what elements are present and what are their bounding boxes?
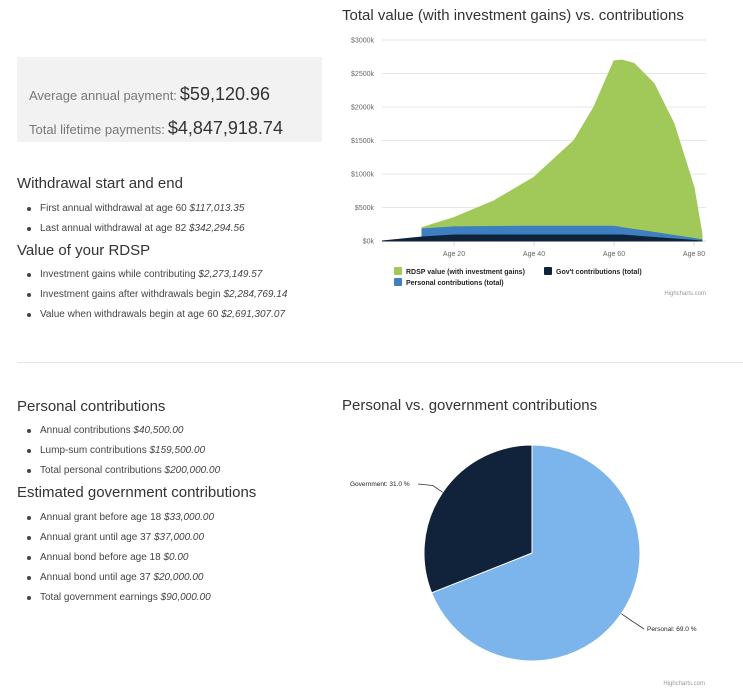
item-value: $117,013.35: [189, 203, 245, 214]
y-tick-label: $2000k: [351, 105, 374, 112]
y-tick-label: $500k: [355, 205, 375, 212]
item-label: Value when withdrawals begin at age 60: [40, 309, 219, 320]
pie-label-connector: [417, 483, 443, 493]
item-value: $2,273,149.57: [198, 269, 263, 280]
average-payment-label: Average annual payment:: [29, 88, 177, 103]
contributions-pie-chart: Personal: 69.0 % Government: 31.0 % Highch…: [350, 444, 705, 687]
item-value: $90,000.00: [160, 592, 211, 603]
series-area: [421, 59, 703, 242]
y-tick-label: $1500k: [351, 138, 374, 145]
value-area-chart: $0k $500k $1000k $1500k $2000k $2500k $3000k Ag…: [351, 38, 706, 297]
x-tick-label: Age 60: [603, 251, 625, 258]
item-label: Annual grant before age 18: [40, 512, 162, 523]
total-payments-value: $4,847,918.74: [167, 118, 283, 138]
pie-data-label: Personal: 69.0 %: [647, 626, 697, 633]
list-item: Annual grant until age 37 $37,000.00: [17, 528, 214, 548]
item-label: First annual withdrawal at age 60: [40, 203, 187, 214]
chart-credit: Highcharts.com: [664, 291, 706, 297]
list-item: Investment gains after withdrawals begin…: [17, 285, 287, 305]
pie-slice: [423, 444, 533, 594]
list-item: Annual contributions $40,500.00: [17, 421, 220, 441]
item-value: $33,000.00: [164, 512, 215, 523]
pie-slice: [430, 444, 641, 662]
legend-swatch: [394, 267, 402, 275]
pie-data-label: Government: 31.0 %: [350, 481, 410, 488]
list-item: First annual withdrawal at age 60 $117,0…: [17, 199, 245, 219]
legend-label: RDSP value (with investment gains): [406, 269, 525, 276]
list-item: Lump-sum contributions $159,500.00: [17, 441, 220, 461]
item-label: Total government earnings: [40, 592, 158, 603]
x-tick-label: Age 40: [523, 251, 545, 258]
list-item: Investment gains while contributing $2,2…: [17, 265, 287, 285]
x-tick-label: Age 20: [443, 251, 465, 258]
item-label: Investment gains while contributing: [40, 269, 196, 280]
item-label: Annual bond before age 18: [40, 552, 161, 563]
item-value: $37,000.00: [153, 532, 205, 543]
total-payments-label: Total lifetime payments:: [29, 122, 165, 137]
item-label: Investment gains after withdrawals begin: [40, 289, 221, 300]
rdsp-value-list: Investment gains while contributing $2,2…: [17, 265, 287, 325]
item-value: $342,294.56: [189, 223, 245, 234]
item-value: $20,000.00: [153, 572, 204, 583]
y-tick-label: $1000k: [351, 172, 374, 179]
withdrawal-heading: Withdrawal start and end: [17, 175, 183, 192]
item-label: Annual grant until age 37: [40, 532, 152, 543]
rdsp-value-heading: Value of your RDSP: [17, 242, 151, 259]
item-label: Last annual withdrawal at age 82: [40, 223, 187, 234]
legend-swatch: [394, 278, 402, 286]
list-item: Annual grant before age 18 $33,000.00: [17, 508, 214, 528]
legend-swatch: [544, 267, 552, 275]
item-value: $2,284,769.14: [223, 289, 288, 300]
y-tick-label: $0k: [363, 239, 375, 246]
y-tick-label: $2500k: [351, 71, 374, 78]
withdrawal-list: First annual withdrawal at age 60 $117,0…: [17, 199, 245, 239]
list-item: Annual bond until age 37 $20,000.00: [17, 568, 214, 588]
x-tick-label: Age 80: [683, 251, 705, 258]
item-value: $40,500.00: [133, 425, 184, 436]
section-divider: [17, 362, 743, 363]
personal-contributions-heading: Personal contributions: [17, 398, 166, 415]
average-annual-payment: Average annual payment: $59,120.96: [29, 84, 270, 105]
list-item: Last annual withdrawal at age 82 $342,29…: [17, 219, 245, 239]
pie-label-connector: [621, 613, 645, 630]
pie-chart-title: Personal vs. government contributions: [342, 397, 598, 414]
average-payment-value: $59,120.96: [179, 84, 271, 104]
list-item: Total government earnings $90,000.00: [17, 588, 214, 608]
chart-credit: Highcharts.com: [663, 681, 705, 687]
item-label: Annual bond until age 37: [40, 572, 151, 583]
personal-contributions-list: Annual contributions $40,500.00 Lump-sum…: [17, 421, 220, 481]
list-item: Annual bond before age 18 $0.00: [17, 548, 214, 568]
payment-summary-box: Average annual payment: $59,120.96 Total …: [17, 57, 322, 142]
item-value: $0.00: [163, 552, 189, 563]
total-lifetime-payments: Total lifetime payments: $4,847,918.74: [29, 118, 283, 139]
series-area: [381, 234, 703, 242]
government-contributions-list: Annual grant before age 18 $33,000.00 An…: [17, 508, 214, 608]
area-chart-title: Total value (with investment gains) vs. …: [342, 7, 684, 24]
y-tick-label: $3000k: [351, 38, 374, 45]
item-value: $159,500.00: [149, 445, 206, 456]
legend-label: Personal contributions (total): [406, 280, 504, 287]
item-label: Lump-sum contributions: [40, 445, 147, 456]
item-label: Annual contributions: [40, 425, 131, 436]
item-value: $2,691,307.07: [221, 309, 286, 320]
government-contributions-heading: Estimated government contributions: [17, 484, 257, 501]
list-item: Value when withdrawals begin at age 60 $…: [17, 305, 287, 325]
item-value: $200,000.00: [164, 465, 221, 476]
legend-label: Gov't contributions (total): [556, 269, 642, 276]
item-label: Total personal contributions: [40, 465, 162, 476]
list-item: Total personal contributions $200,000.00: [17, 461, 220, 481]
